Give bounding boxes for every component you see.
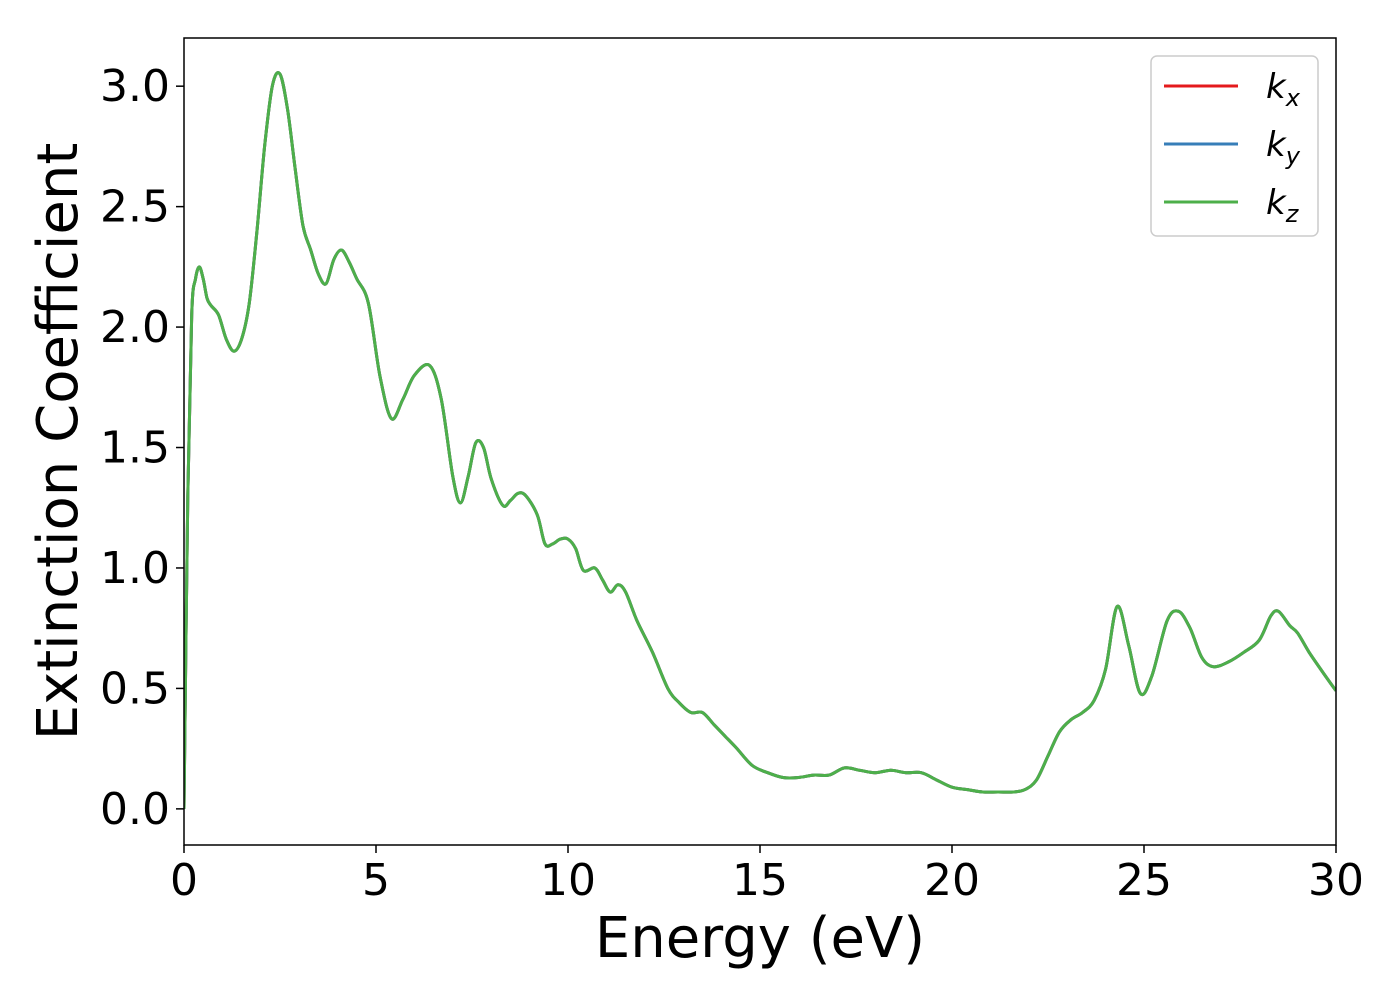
series-line-kz	[184, 71, 1336, 809]
y-tick-label: 0.0	[100, 784, 170, 835]
x-tick-label: 25	[1116, 855, 1172, 906]
x-tick-label: 20	[924, 855, 980, 906]
legend: kx ky kz	[1150, 55, 1319, 237]
y-tick-label: 2.0	[100, 302, 170, 353]
x-tick-label: 5	[362, 855, 390, 906]
x-axis-title: Energy (eV)	[595, 906, 925, 971]
y-axis: 0.0 0.5 1.0 1.5 2.0 2.5 3.0	[100, 61, 184, 835]
y-tick-label: 3.0	[100, 61, 170, 112]
legend-label-kz: kz	[1266, 183, 1300, 228]
x-tick-label: 15	[732, 855, 788, 906]
x-tick-label: 10	[540, 855, 596, 906]
y-tick-label: 1.0	[100, 543, 170, 594]
y-tick-label: 0.5	[100, 663, 170, 714]
legend-box	[1150, 55, 1319, 237]
x-tick-label: 0	[170, 855, 198, 906]
legend-label-ky: ky	[1266, 125, 1301, 170]
series-layer	[184, 71, 1336, 809]
y-tick-label: 2.5	[100, 182, 170, 233]
y-axis-title: Extinction Coefficient	[26, 143, 91, 741]
legend-label-kx: kx	[1266, 67, 1301, 112]
x-tick-label: 30	[1308, 855, 1364, 906]
y-tick-label: 1.5	[100, 423, 170, 474]
x-axis: 0 5 10 15 20 25 30	[170, 845, 1364, 906]
